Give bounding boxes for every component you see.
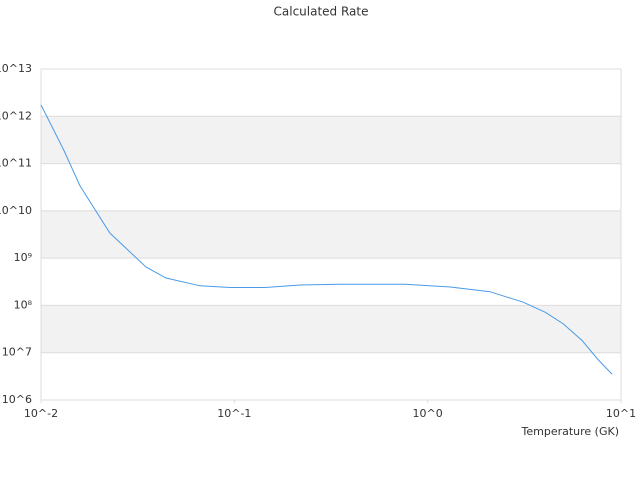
plot-border — [40, 68, 622, 401]
grid-band — [41, 305, 621, 353]
y-tick-label: 10^13 — [0, 62, 32, 75]
grid-band — [41, 210, 621, 259]
x-tick-label: 10^1 — [606, 407, 636, 420]
x-tick-label: 10^-2 — [24, 407, 58, 420]
y-tick-label: 10⁸ — [14, 298, 33, 311]
x-tick-label: 10^0 — [413, 407, 443, 420]
x-tick-label: 10^-1 — [217, 407, 251, 420]
y-tick-label: 10^11 — [0, 157, 32, 170]
y-tick-label: 10⁹ — [14, 251, 32, 264]
y-tick-label: 10^6 — [2, 393, 32, 406]
x-axis-label: Temperature (GK) — [521, 425, 620, 438]
y-tick-label: 10^10 — [0, 204, 32, 217]
line — [40, 104, 613, 375]
grid-band — [41, 116, 621, 164]
y-tick-label: 10^7 — [2, 346, 32, 359]
chart-title: Calculated Rate — [274, 5, 369, 19]
y-tick-label: 10^12 — [0, 109, 32, 122]
